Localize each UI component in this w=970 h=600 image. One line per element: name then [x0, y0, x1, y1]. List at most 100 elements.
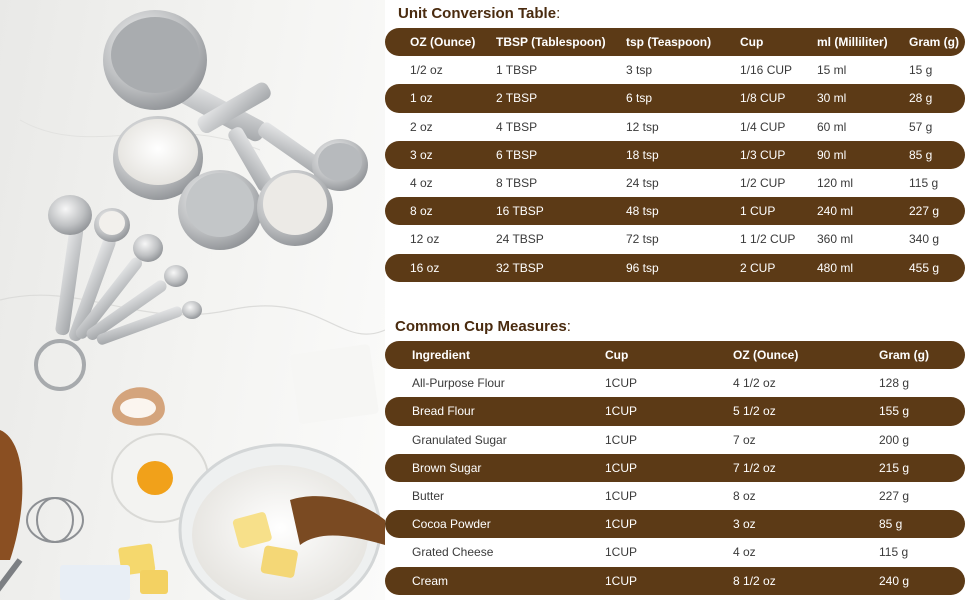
table-cell: 30 ml	[817, 91, 847, 106]
table-cell: 57 g	[909, 119, 933, 134]
table-cell: 7 oz	[733, 432, 756, 447]
table-row: Butter 1CUP 8 oz 227 g	[385, 482, 965, 510]
table-header-row: OZ (Ounce) TBSP (Tablespoon) tsp (Teaspoon…	[385, 28, 965, 57]
conversion-panel: Unit Conversion Table: OZ (Ounce) TBSP (T…	[385, 0, 970, 600]
table-cell: 3 oz	[733, 517, 756, 532]
column-header: Cup	[740, 35, 764, 49]
table-cell: 8 oz	[733, 488, 756, 503]
table-cell: 72 tsp	[626, 232, 659, 247]
table-row: Granulated Sugar 1CUP 7 oz 200 g	[385, 426, 965, 454]
column-header: Cup	[605, 348, 629, 362]
table-cell: 2 TBSP	[496, 91, 538, 106]
table-cell: 32 TBSP	[496, 260, 544, 275]
column-header: tsp (Teaspoon)	[626, 35, 712, 49]
table-cell: 48 tsp	[626, 204, 659, 219]
table-cell: 90 ml	[817, 147, 847, 162]
table-row: All-Purpose Flour 1CUP 4 1/2 oz 128 g	[385, 369, 965, 397]
table-cell: 16 oz	[410, 260, 440, 275]
unit-conversion-title: Unit Conversion Table:	[398, 5, 561, 22]
column-header: Gram (g)	[879, 348, 930, 362]
table-cell: 200 g	[879, 432, 910, 447]
table-cell: 85 g	[879, 517, 903, 532]
table-cell: 227 g	[909, 204, 940, 219]
table-cell: 24 TBSP	[496, 232, 544, 247]
table-row: Cream 1CUP 8 1/2 oz 240 g	[385, 566, 965, 595]
table-cell: 8 oz	[410, 204, 433, 219]
table-cell: 4 1/2 oz	[733, 376, 776, 391]
table-cell: 1CUP	[605, 545, 638, 560]
table-row: 16 oz 32 TBSP 96 tsp 2 CUP 480 ml 455 g	[385, 253, 965, 282]
column-header: ml (Milliliter)	[817, 35, 888, 49]
table-row: 12 oz 24 TBSP 72 tsp 1 1/2 CUP 360 ml 340 g	[385, 225, 965, 253]
table-cell: 28 g	[909, 91, 933, 106]
table-cell: 18 tsp	[626, 147, 659, 162]
table-cell: Bread Flour	[412, 404, 475, 419]
table-header-row: Ingredient Cup OZ (Ounce) Gram (g)	[385, 341, 965, 370]
table-cell: 6 tsp	[626, 91, 653, 106]
table-cell: 360 ml	[817, 232, 854, 247]
product-photo	[0, 0, 385, 600]
table-cell: 1CUP	[605, 460, 638, 475]
table-cell: Cream	[412, 573, 449, 588]
table-cell: 12 oz	[410, 232, 440, 247]
table-cell: 8 TBSP	[496, 175, 538, 190]
table-cell: 60 ml	[817, 119, 847, 134]
table-cell: 16 TBSP	[496, 204, 544, 219]
column-header: OZ (Ounce)	[733, 348, 799, 362]
table-cell: 1 CUP	[740, 204, 776, 219]
unit-conversion-table: OZ (Ounce) TBSP (Tablespoon) tsp (Teaspoon…	[385, 28, 965, 282]
column-header: TBSP (Tablespoon)	[496, 35, 606, 49]
table-row: 2 oz 4 TBSP 12 tsp 1/4 CUP 60 ml 57 g	[385, 113, 965, 141]
table-cell: Brown Sugar	[412, 460, 482, 475]
table-cell: 24 tsp	[626, 175, 659, 190]
table-cell: Grated Cheese	[412, 545, 494, 560]
cup-measures-table: Ingredient Cup OZ (Ounce) Gram (g) All-Purpo…	[385, 341, 965, 595]
table-cell: 1CUP	[605, 517, 638, 532]
table-cell: 15 g	[909, 63, 933, 78]
table-cell: 1CUP	[605, 376, 638, 391]
table-cell: Butter	[412, 488, 445, 503]
table-cell: 4 oz	[733, 545, 756, 560]
table-cell: 115 g	[879, 545, 909, 560]
table-cell: 1/8 CUP	[740, 91, 786, 106]
table-cell: 1/4 CUP	[740, 119, 786, 134]
table-cell: 120 ml	[817, 175, 854, 190]
table-cell: 340 g	[909, 232, 940, 247]
table-cell: 3 oz	[410, 147, 433, 162]
table-cell: 1 oz	[410, 91, 433, 106]
measuring-set-illustration	[0, 10, 385, 600]
table-cell: 5 1/2 oz	[733, 404, 776, 419]
table-cell: All-Purpose Flour	[412, 376, 505, 391]
table-cell: 1CUP	[605, 488, 638, 503]
table-cell: 8 1/2 oz	[733, 573, 776, 588]
table-cell: 1CUP	[605, 573, 638, 588]
table-cell: Cocoa Powder	[412, 517, 491, 532]
table-cell: 1CUP	[605, 404, 638, 419]
table-cell: 480 ml	[817, 260, 854, 275]
table-row: Bread Flour 1CUP 5 1/2 oz 155 g	[385, 397, 965, 426]
cup-measures-title: Common Cup Measures:	[395, 318, 571, 335]
table-cell: 1CUP	[605, 432, 638, 447]
table-cell: 128 g	[879, 376, 910, 391]
table-cell: 96 tsp	[626, 260, 659, 275]
table-cell: 4 TBSP	[496, 119, 538, 134]
table-cell: 1/3 CUP	[740, 147, 786, 162]
table-cell: 2 CUP	[740, 260, 776, 275]
table-cell: 1 TBSP	[496, 63, 538, 78]
table-row: 1 oz 2 TBSP 6 tsp 1/8 CUP 30 ml 28 g	[385, 84, 965, 113]
column-header: Ingredient	[412, 348, 471, 362]
table-cell: 4 oz	[410, 175, 433, 190]
table-cell: 455 g	[909, 260, 940, 275]
table-cell: 6 TBSP	[496, 147, 538, 162]
table-cell: 3 tsp	[626, 63, 653, 78]
table-row: Cocoa Powder 1CUP 3 oz 85 g	[385, 510, 965, 539]
table-cell: 227 g	[879, 488, 910, 503]
table-row: 3 oz 6 TBSP 18 tsp 1/3 CUP 90 ml 85 g	[385, 140, 965, 169]
table-cell: 1 1/2 CUP	[740, 232, 796, 247]
table-cell: 1/16 CUP	[740, 63, 793, 78]
column-header: OZ (Ounce)	[410, 35, 476, 49]
table-row: 8 oz 16 TBSP 48 tsp 1 CUP 240 ml 227 g	[385, 197, 965, 226]
table-cell: 115 g	[909, 175, 939, 190]
column-header: Gram (g)	[909, 35, 960, 49]
table-row: 4 oz 8 TBSP 24 tsp 1/2 CUP 120 ml 115 g	[385, 169, 965, 197]
